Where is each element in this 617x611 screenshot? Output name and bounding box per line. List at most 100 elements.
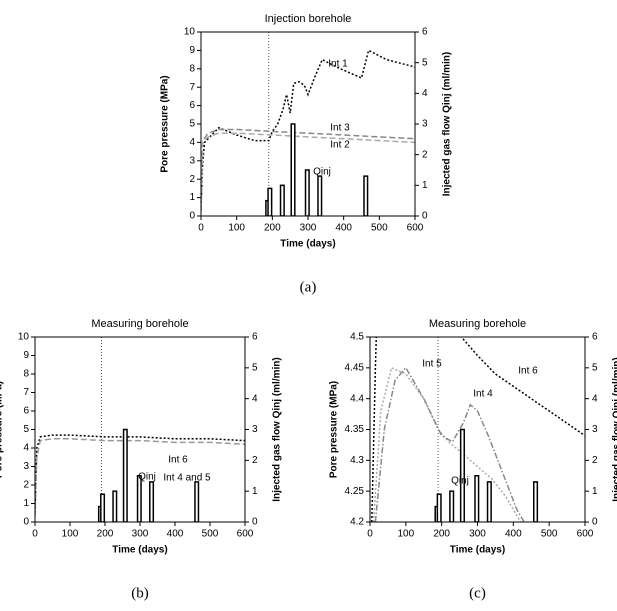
- flow-bar: [486, 481, 492, 522]
- y2-tick-label: 3: [422, 119, 428, 130]
- pressure-line: [35, 434, 245, 513]
- y-tick-label: 3: [189, 155, 195, 166]
- y2-tick-label: 5: [422, 57, 428, 68]
- y-tick-label: 5: [23, 424, 29, 435]
- flow-bar: [112, 490, 118, 522]
- y-tick-label: 0: [189, 211, 195, 222]
- y2-tick-label: 4: [422, 88, 428, 99]
- y-tick-label: 9: [23, 350, 29, 361]
- series-label: Int 4: [473, 389, 493, 400]
- flow-bar: [449, 490, 455, 522]
- y2-tick-label: 3: [592, 424, 598, 435]
- y2-tick-label: 5: [592, 362, 598, 373]
- flow-bar: [136, 475, 142, 522]
- y2-tick-label: 4: [252, 393, 258, 404]
- series-label: Qinj: [138, 472, 156, 483]
- y-tick-label: 4.5: [350, 332, 364, 343]
- y2-axis-label: Injected gas flow Qinj (ml/min): [272, 357, 283, 501]
- x-tick-label: 100: [397, 529, 414, 540]
- y2-tick-label: 0: [422, 211, 428, 222]
- y2-tick-label: 1: [422, 180, 428, 191]
- y-tick-label: 4: [23, 443, 29, 454]
- chart-title: Measuring borehole: [429, 318, 526, 330]
- y2-tick-label: 2: [252, 455, 258, 466]
- flow-bar: [304, 169, 310, 216]
- series-label: Int 3: [330, 123, 350, 134]
- x-tick-label: 300: [469, 529, 486, 540]
- y-tick-label: 8: [23, 369, 29, 380]
- flow-bar: [533, 481, 539, 522]
- x-tick-label: 300: [132, 529, 149, 540]
- flow-bar: [474, 475, 480, 522]
- y2-axis-label: Injected gas flow Qinj (ml/min): [442, 52, 453, 196]
- flow-bar: [267, 187, 273, 216]
- series-label: Int 1: [328, 59, 348, 70]
- pressure-line: [371, 337, 585, 522]
- plot-frame: [200, 31, 416, 217]
- flow-bar: [436, 493, 442, 522]
- y2-tick-label: 3: [252, 424, 258, 435]
- chart-title: Measuring borehole: [91, 318, 188, 330]
- flow-bar: [122, 428, 128, 522]
- flow-bar: [194, 481, 200, 522]
- y-tick-label: 1: [23, 498, 29, 509]
- y-tick-label: 4.25: [345, 486, 365, 497]
- plot-area: [35, 428, 245, 522]
- x-axis-label: Time (days): [450, 545, 505, 556]
- x-tick-label: 600: [407, 223, 424, 234]
- series-label: Int 5: [422, 359, 442, 370]
- x-tick-label: 200: [97, 529, 114, 540]
- flow-bar: [279, 184, 285, 216]
- y-tick-label: 4.3: [350, 455, 364, 466]
- plot-frame: [369, 336, 586, 523]
- pressure-line: [201, 49, 415, 207]
- pressure-line: [201, 128, 415, 211]
- y2-tick-label: 0: [252, 517, 258, 528]
- y-tick-label: 5: [189, 119, 195, 130]
- y-tick-label: 4.2: [350, 517, 364, 528]
- y-axis-label: Pore pressure (MPa): [329, 381, 340, 478]
- x-tick-label: 200: [433, 529, 450, 540]
- x-tick-label: 500: [202, 529, 219, 540]
- y-tick-label: 10: [18, 332, 30, 343]
- plot-area: [201, 49, 415, 216]
- pressure-line: [374, 366, 525, 522]
- pressure-line: [201, 132, 415, 211]
- y-tick-label: 7: [23, 387, 29, 398]
- y-tick-label: 2: [23, 480, 29, 491]
- plot-frame: [34, 336, 246, 523]
- y-tick-label: 10: [184, 27, 196, 38]
- flow-bar: [317, 175, 323, 216]
- x-tick-label: 100: [228, 223, 245, 234]
- series-label: Qinj: [313, 167, 331, 178]
- y2-tick-label: 1: [592, 486, 598, 497]
- y2-axis-label: Injected gas flow Qinj (ml/min): [612, 357, 617, 501]
- plot-area: [371, 337, 585, 522]
- flow-bar: [290, 123, 296, 216]
- flow-bar: [363, 175, 369, 216]
- x-tick-label: 100: [62, 529, 79, 540]
- flow-bar: [459, 428, 465, 522]
- pressure-line: [35, 438, 245, 517]
- y-tick-label: 8: [189, 63, 195, 74]
- x-tick-label: 400: [335, 223, 352, 234]
- y2-tick-label: 4: [592, 393, 598, 404]
- x-tick-label: 500: [541, 529, 558, 540]
- x-tick-label: 0: [198, 223, 204, 234]
- x-tick-label: 500: [371, 223, 388, 234]
- y2-tick-label: 6: [422, 27, 428, 38]
- flow-bar: [149, 481, 155, 522]
- series-label: Int 6: [518, 366, 538, 377]
- y-tick-label: 1: [189, 192, 195, 203]
- x-tick-label: 0: [32, 529, 38, 540]
- y-tick-label: 4: [189, 137, 195, 148]
- y-tick-label: 2: [189, 174, 195, 185]
- pressure-line: [372, 366, 522, 522]
- y2-tick-label: 0: [592, 517, 598, 528]
- y-axis-label: Pore pressure (MPa): [0, 381, 5, 478]
- y-tick-label: 6: [189, 100, 195, 111]
- y-tick-label: 9: [189, 45, 195, 56]
- series-label: Int 2: [330, 140, 350, 151]
- chart-title: Injection borehole: [265, 13, 352, 25]
